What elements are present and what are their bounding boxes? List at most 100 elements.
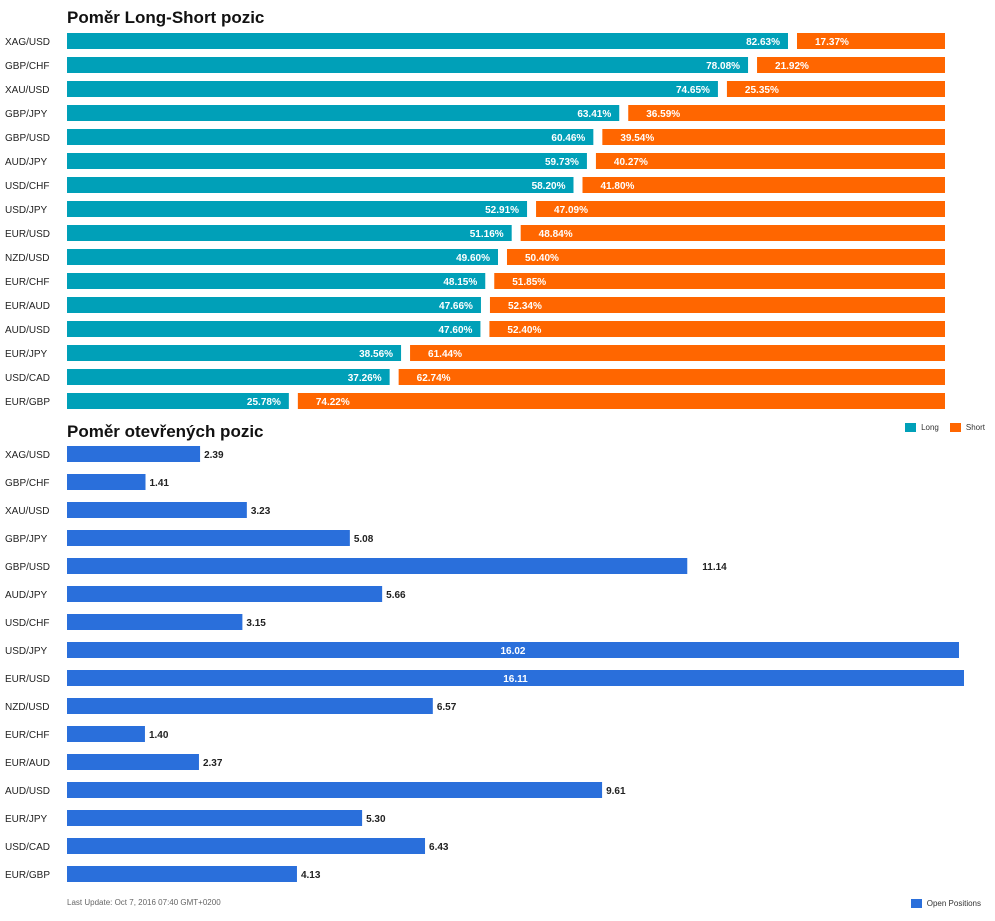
legend-label-open-positions: Open Positions <box>926 899 981 908</box>
open-positions-bar[interactable] <box>67 670 964 686</box>
open-positions-value-label: 1.41 <box>150 478 170 489</box>
short-value-label: 51.85% <box>512 277 546 288</box>
long-bar[interactable] <box>67 321 481 337</box>
short-value-label: 17.37% <box>815 37 849 48</box>
open-positions-value-label: 5.30 <box>366 814 386 825</box>
short-bar[interactable] <box>520 225 945 241</box>
long-bar[interactable] <box>67 33 788 49</box>
long-bar[interactable] <box>67 129 594 145</box>
short-bar[interactable] <box>489 297 945 313</box>
open-positions-bar[interactable] <box>67 558 688 574</box>
long-short-row-gbp-usd: GBP/USD 60.46% 39.54% <box>5 129 945 145</box>
short-bar[interactable] <box>796 33 945 49</box>
category-label: AUD/JPY <box>5 157 48 168</box>
long-bar[interactable] <box>67 57 749 73</box>
long-bar[interactable] <box>67 345 402 361</box>
open-positions-value-label: 5.08 <box>354 534 374 545</box>
open-positions-bar[interactable] <box>67 782 603 798</box>
category-label: USD/CAD <box>5 842 50 853</box>
category-label: GBP/USD <box>5 133 50 144</box>
open-positions-bar[interactable] <box>67 642 959 658</box>
open-positions-chart-svg: XAG/USD 2.39 GBP/CHF 1.41 XAU/USD 3.23 GBP/JPY… <box>5 446 964 882</box>
open-positions-row-nzd-usd: NZD/USD 6.57 <box>5 698 457 714</box>
long-value-label: 37.26% <box>348 373 382 384</box>
open-positions-row-xau-usd: XAU/USD 3.23 <box>5 502 271 518</box>
open-positions-bar[interactable] <box>67 474 146 490</box>
short-bar[interactable] <box>726 81 945 97</box>
legend-item-short[interactable]: Short <box>949 423 985 432</box>
long-bar[interactable] <box>67 249 498 265</box>
short-value-label: 52.34% <box>508 301 542 312</box>
long-short-row-eur-gbp: EUR/GBP 25.78% 74.22% <box>5 393 945 409</box>
long-short-chart-svg: XAG/USD 82.63% 17.37% GBP/CHF 78.08% 21.92% XA… <box>5 33 946 409</box>
open-positions-bar[interactable] <box>67 726 145 742</box>
short-bar[interactable] <box>489 321 945 337</box>
short-value-label: 21.92% <box>775 61 809 72</box>
short-bar[interactable] <box>582 177 945 193</box>
legend-swatch-short <box>949 423 961 432</box>
long-bar[interactable] <box>67 273 486 289</box>
legend-item-open-positions[interactable]: Open Positions <box>910 899 981 908</box>
legend-label-short: Short <box>965 423 985 432</box>
long-bar[interactable] <box>67 297 481 313</box>
short-bar[interactable] <box>398 369 945 385</box>
long-bar[interactable] <box>67 153 587 169</box>
last-update-text: Last Update: Oct 7, 2016 07:40 GMT+0200 <box>67 898 221 907</box>
open-positions-bar[interactable] <box>67 754 199 770</box>
short-bar[interactable] <box>757 57 945 73</box>
short-bar[interactable] <box>595 153 945 169</box>
long-value-label: 63.41% <box>577 109 611 120</box>
legend-label-long: Long <box>921 423 939 432</box>
short-bar[interactable] <box>297 393 945 409</box>
long-value-label: 25.78% <box>247 397 281 408</box>
long-short-row-usd-jpy: USD/JPY 52.91% 47.09% <box>5 201 945 217</box>
long-value-label: 38.56% <box>359 349 393 360</box>
short-bar[interactable] <box>602 129 945 145</box>
open-positions-value-label: 1.40 <box>149 730 169 741</box>
short-bar[interactable] <box>628 105 945 121</box>
open-positions-bar[interactable] <box>67 614 243 630</box>
open-positions-bar[interactable] <box>67 502 247 518</box>
long-value-label: 74.65% <box>676 85 710 96</box>
long-bar[interactable] <box>67 81 718 97</box>
long-short-row-nzd-usd: NZD/USD 49.60% 50.40% <box>5 249 945 265</box>
open-positions-bar[interactable] <box>67 530 350 546</box>
long-value-label: 51.16% <box>470 229 504 240</box>
short-bar[interactable] <box>494 273 945 289</box>
open-positions-bar[interactable] <box>67 586 383 602</box>
open-positions-bar[interactable] <box>67 838 426 854</box>
category-label: USD/JPY <box>5 205 48 216</box>
long-short-row-usd-cad: USD/CAD 37.26% 62.74% <box>5 369 945 385</box>
category-label: EUR/USD <box>5 229 50 240</box>
open-positions-value-label: 2.37 <box>203 758 223 769</box>
category-label: EUR/USD <box>5 674 50 685</box>
open-positions-bar[interactable] <box>67 866 297 882</box>
long-bar[interactable] <box>67 177 574 193</box>
long-short-row-eur-usd: EUR/USD 51.16% 48.84% <box>5 225 945 241</box>
short-bar[interactable] <box>410 345 946 361</box>
open-positions-row-eur-usd: EUR/USD 16.11 <box>5 670 964 686</box>
category-label: GBP/CHF <box>5 478 49 489</box>
short-bar[interactable] <box>536 201 945 217</box>
open-positions-row-gbp-chf: GBP/CHF 1.41 <box>5 474 169 490</box>
short-bar[interactable] <box>506 249 945 265</box>
category-label: XAG/USD <box>5 450 50 461</box>
long-short-row-gbp-jpy: GBP/JPY 63.41% 36.59% <box>5 105 945 121</box>
short-value-label: 50.40% <box>525 253 559 264</box>
short-value-label: 61.44% <box>428 349 462 360</box>
legend-item-long[interactable]: Long <box>905 423 939 432</box>
long-bar[interactable] <box>67 369 390 385</box>
long-bar[interactable] <box>67 105 620 121</box>
category-label: EUR/GBP <box>5 870 50 881</box>
category-label: GBP/USD <box>5 562 50 573</box>
open-positions-bar[interactable] <box>67 810 363 826</box>
long-bar[interactable] <box>67 201 528 217</box>
long-bar[interactable] <box>67 225 512 241</box>
open-positions-value-label: 9.61 <box>606 786 626 797</box>
open-positions-bar[interactable] <box>67 698 433 714</box>
open-positions-row-eur-gbp: EUR/GBP 4.13 <box>5 866 321 882</box>
short-value-label: 36.59% <box>646 109 680 120</box>
category-label: EUR/JPY <box>5 349 48 360</box>
open-positions-bar[interactable] <box>67 446 201 462</box>
long-bar[interactable] <box>67 393 289 409</box>
